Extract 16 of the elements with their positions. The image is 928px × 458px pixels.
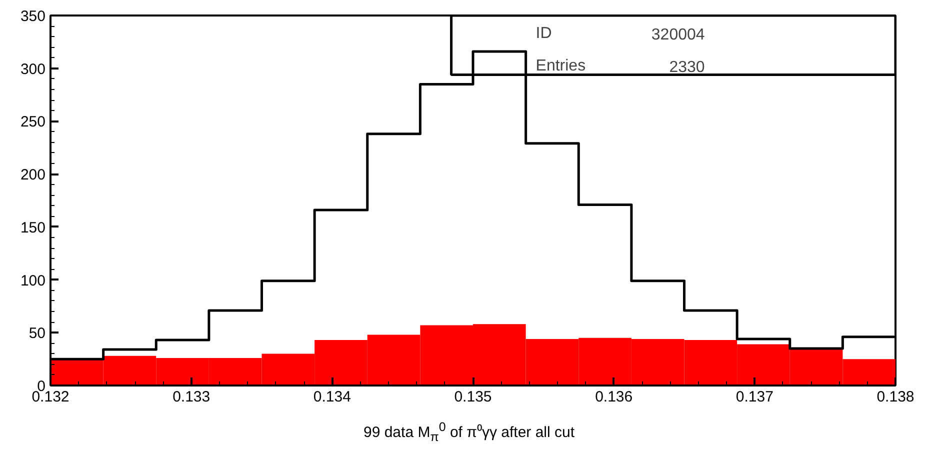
text: ID 320004 [536,24,705,44]
y-tick-label: 50 [28,325,46,342]
x-tick-label: 0.138 [876,388,914,406]
y-tick-label: 300 [20,60,46,78]
y-tick-label: 200 [20,166,46,184]
y-tick-label: 350 [20,8,46,25]
text: Entries 2330 [536,57,705,76]
y-tick-label: 150 [20,219,46,236]
x-tick-label: 0.136 [595,388,633,406]
x-axis-title: 99 data M$_{π}$$^{0}$ of π⁰γγ after all cut [363,419,575,446]
y-tick-label: 250 [20,114,46,131]
x-tick-label: 0.135 [454,388,492,406]
x-tick-label: 0.137 [736,388,774,406]
x-tick-label: 0.133 [172,388,210,406]
x-tick-label: 0.134 [313,388,351,406]
y-tick-label: 100 [20,272,46,290]
